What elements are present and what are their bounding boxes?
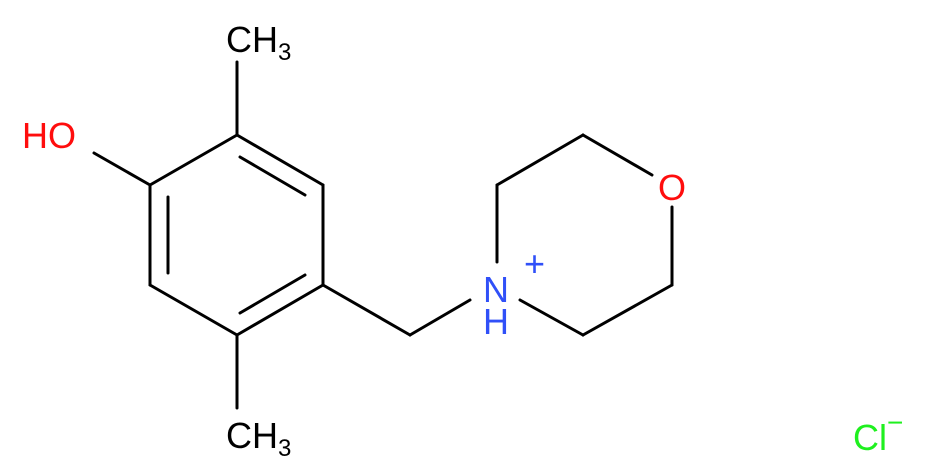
bond xyxy=(408,298,472,337)
bond xyxy=(518,298,585,337)
double-bond xyxy=(238,155,307,197)
charge-label: + xyxy=(524,243,545,284)
bond xyxy=(148,283,239,337)
bond xyxy=(235,133,325,187)
double-bond xyxy=(238,273,307,315)
bond xyxy=(92,151,152,187)
bond xyxy=(495,133,585,187)
oxygen-label: O xyxy=(658,167,686,208)
hydroxyl-label: HO xyxy=(22,115,76,156)
bond xyxy=(148,133,239,187)
bond xyxy=(321,283,412,337)
methyl-label: CH3 xyxy=(226,415,291,462)
hydrogen-label: H xyxy=(483,301,509,342)
bond xyxy=(235,283,325,337)
bond xyxy=(581,133,654,177)
bond xyxy=(581,283,674,337)
chloride-label: Cl− xyxy=(853,407,903,458)
bonds xyxy=(92,60,674,410)
nitrogen-label: N xyxy=(483,269,509,310)
methyl-label: CH3 xyxy=(226,19,291,66)
